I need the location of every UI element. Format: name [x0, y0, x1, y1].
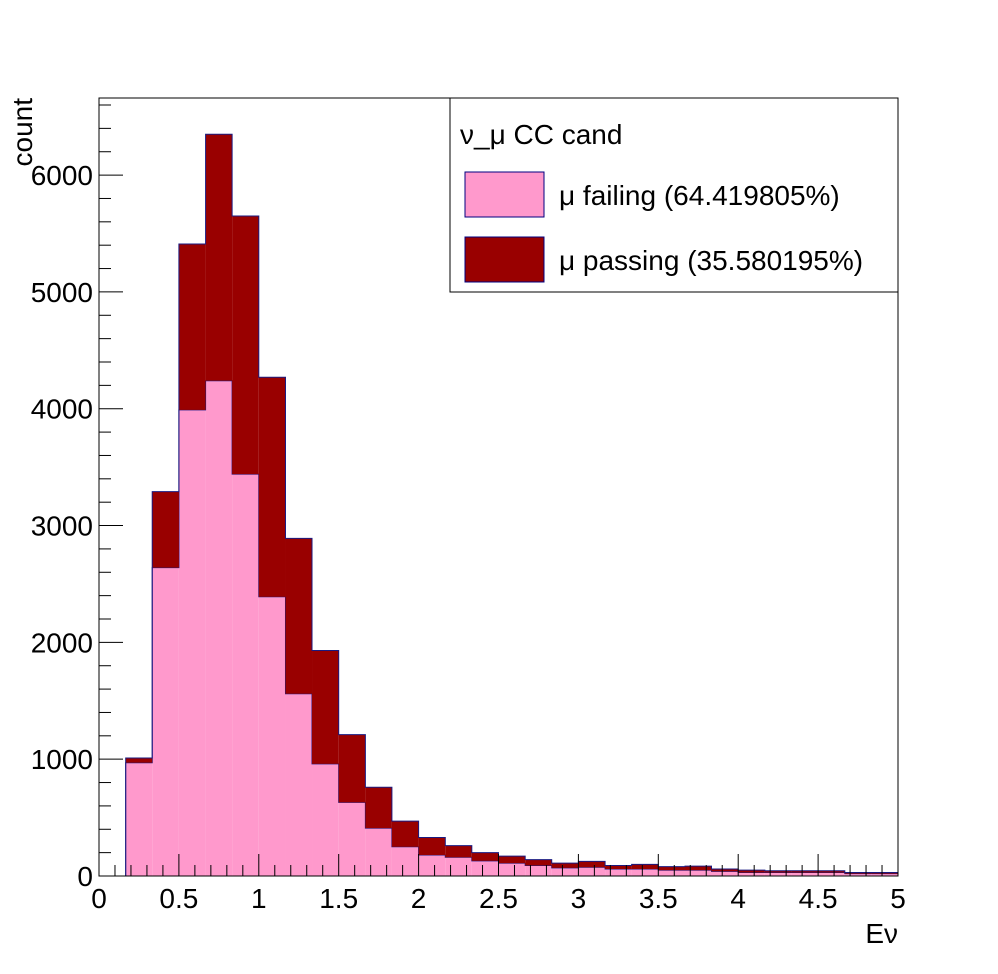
bar-1-7	[285, 538, 313, 694]
x-tick-label: 4.5	[799, 883, 838, 914]
y-tick-label: 2000	[31, 627, 93, 658]
bar-0-11	[391, 846, 419, 876]
bar-0-8	[312, 763, 339, 876]
bar-0-29	[871, 873, 898, 876]
bar-0-17	[551, 867, 579, 876]
bar-0-13	[445, 857, 472, 876]
bar-0-16	[525, 865, 552, 876]
bar-1-20	[631, 864, 659, 869]
bar-0-24	[738, 872, 765, 876]
bar-1-6	[258, 377, 286, 597]
y-tick-label: 4000	[31, 394, 93, 425]
bar-0-1	[125, 762, 153, 876]
bar-0-5	[232, 474, 259, 876]
bar-0-28	[844, 873, 872, 876]
bar-1-21	[658, 866, 685, 871]
bar-1-9	[338, 734, 366, 803]
bar-0-23	[711, 871, 739, 876]
y-tick-labels: 0 1000 2000 3000 4000 5000 6000	[31, 160, 93, 892]
x-tick-label: 0.5	[159, 883, 198, 914]
x-tick-label: 5	[890, 883, 906, 914]
legend: ν_μ CC cand μ failing (64.419805%) μ pas…	[449, 97, 899, 293]
bar-1-12	[418, 837, 446, 855]
bar-0-7	[285, 693, 313, 876]
x-tick-label: 1	[251, 883, 267, 914]
bar-0-6	[258, 596, 286, 876]
bar-1-8	[312, 650, 339, 764]
histogram-bars	[99, 133, 899, 877]
bar-1-26	[791, 870, 819, 873]
legend-title: ν_μ CC cand	[460, 119, 622, 150]
axis-ticks	[98, 104, 899, 877]
bar-0-27	[818, 872, 845, 876]
x-tick-label: 1.5	[319, 883, 358, 914]
legend-swatch-failing	[464, 171, 545, 218]
bar-1-22	[684, 866, 712, 871]
bar-1-17	[551, 863, 579, 868]
x-tick-label: 0	[91, 883, 107, 914]
bar-0-20	[631, 868, 659, 876]
bar-0-21	[658, 870, 685, 876]
x-tick-label: 3.5	[639, 883, 678, 914]
series-1	[99, 133, 899, 877]
x-tick-labels: 0 0.5 1 1.5 2 2.5 3 3.5 4 4.5 5	[91, 883, 906, 914]
y-tick-label: 1000	[31, 744, 93, 775]
bar-0-12	[418, 854, 446, 876]
bar-1-24	[738, 870, 765, 873]
bar-0-25	[764, 872, 792, 876]
bar-1-4	[205, 134, 233, 381]
bar-0-15	[498, 863, 526, 876]
bar-1-28	[844, 872, 872, 874]
bar-0-2	[152, 567, 179, 876]
bar-1-27	[818, 870, 845, 873]
bar-0-4	[205, 380, 233, 876]
legend-label-failing: μ failing (64.419805%)	[559, 180, 840, 211]
bar-1-13	[445, 845, 472, 858]
legend-label-passing: μ passing (35.580195%)	[559, 245, 863, 276]
bar-0-26	[791, 872, 819, 876]
y-axis-label: count	[7, 98, 38, 167]
bar-1-29	[871, 872, 898, 874]
bar-0-9	[338, 802, 366, 876]
bar-0-14	[471, 860, 499, 876]
bar-1-15	[498, 856, 526, 864]
bar-1-10	[365, 787, 392, 829]
bar-1-16	[525, 859, 552, 866]
y-tick-label: 0	[77, 861, 93, 892]
bar-1-14	[471, 852, 499, 861]
bar-1-23	[711, 868, 739, 872]
bar-1-2	[152, 491, 179, 568]
x-tick-label: 4	[730, 883, 746, 914]
x-tick-label: 2	[411, 883, 427, 914]
bar-1-19	[605, 865, 632, 869]
bar-0-19	[605, 868, 632, 876]
bar-0-18	[578, 867, 606, 876]
x-axis-label: Eν	[865, 918, 898, 949]
bar-0-22	[684, 870, 712, 876]
bar-0-3	[178, 409, 206, 876]
bar-1-11	[391, 821, 419, 847]
bar-1-25	[764, 870, 792, 873]
bar-1-5	[232, 215, 259, 475]
legend-swatch-passing	[464, 236, 545, 283]
x-tick-label: 3	[571, 883, 587, 914]
series-0	[99, 380, 899, 877]
bar-1-18	[578, 861, 606, 868]
y-tick-label: 3000	[31, 511, 93, 542]
y-tick-label: 5000	[31, 277, 93, 308]
bar-1-1	[125, 758, 153, 763]
bar-1-3	[178, 244, 206, 410]
bar-0-10	[365, 828, 392, 876]
x-tick-label: 2.5	[479, 883, 518, 914]
y-tick-label: 6000	[31, 160, 93, 191]
